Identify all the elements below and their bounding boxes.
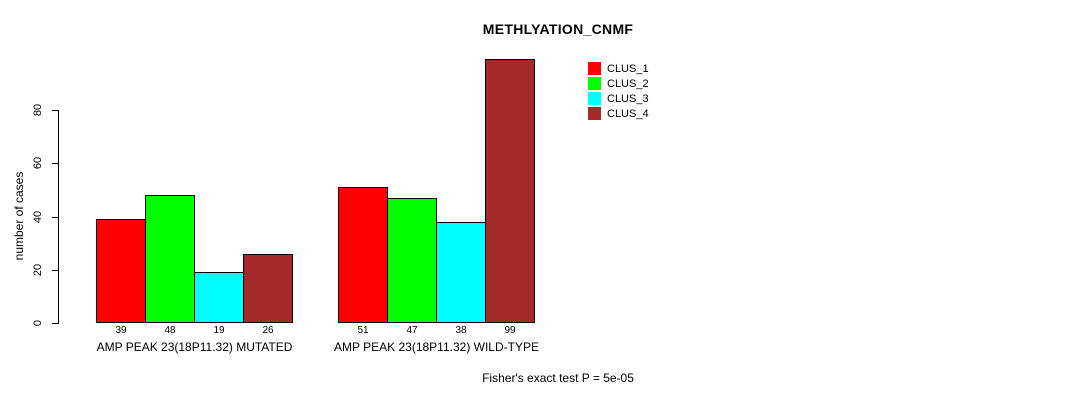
bar-value-label: 48 bbox=[164, 325, 176, 336]
legend: CLUS_1 CLUS_2 CLUS_3 CLUS_4 bbox=[588, 61, 649, 121]
y-tick bbox=[52, 323, 58, 324]
legend-swatch-clus_4 bbox=[588, 107, 601, 120]
bar-value-label: 19 bbox=[213, 325, 225, 336]
legend-item-clus_1: CLUS_1 bbox=[588, 61, 649, 76]
group-label: AMP PEAK 23(18P11.32) MUTATED bbox=[96, 340, 293, 354]
bar-clus_2-group1 bbox=[145, 195, 195, 323]
y-tick bbox=[52, 270, 58, 271]
bar-value-label: 47 bbox=[406, 325, 418, 336]
legend-label: CLUS_4 bbox=[607, 107, 649, 120]
legend-item-clus_3: CLUS_3 bbox=[588, 91, 649, 106]
legend-item-clus_2: CLUS_2 bbox=[588, 76, 649, 91]
y-axis-title: number of cases bbox=[12, 171, 26, 261]
y-tick-label: 80 bbox=[32, 103, 44, 117]
legend-label: CLUS_3 bbox=[607, 92, 649, 105]
legend-swatch-clus_3 bbox=[588, 92, 601, 105]
legend-item-clus_4: CLUS_4 bbox=[588, 106, 649, 121]
y-tick-label: 20 bbox=[32, 263, 44, 277]
y-tick bbox=[52, 217, 58, 218]
bar-value-label: 26 bbox=[262, 325, 274, 336]
legend-swatch-clus_1 bbox=[588, 62, 601, 75]
bar-value-label: 38 bbox=[455, 325, 467, 336]
legend-label: CLUS_1 bbox=[607, 62, 649, 75]
bar-clus_2-group2 bbox=[387, 198, 437, 323]
fisher-exact-test-annotation: Fisher's exact test P = 5e-05 bbox=[482, 371, 634, 385]
bar-value-label: 99 bbox=[504, 325, 516, 336]
bar-clus_1-group1 bbox=[96, 219, 146, 323]
bar-clus_4-group2 bbox=[485, 59, 535, 323]
bar-value-label: 39 bbox=[115, 325, 127, 336]
group-label: AMP PEAK 23(18P11.32) WILD-TYPE bbox=[334, 340, 539, 354]
y-tick-label: 60 bbox=[32, 156, 44, 170]
legend-swatch-clus_2 bbox=[588, 77, 601, 90]
bar-clus_3-group2 bbox=[436, 222, 486, 323]
y-axis-line bbox=[58, 110, 59, 324]
y-tick-label: 0 bbox=[32, 319, 44, 327]
y-tick bbox=[52, 110, 58, 111]
bar-clus_4-group1 bbox=[243, 254, 293, 323]
y-tick bbox=[52, 163, 58, 164]
y-tick-label: 40 bbox=[32, 210, 44, 224]
chart-title: METHLYATION_CNMF bbox=[482, 21, 634, 37]
legend-label: CLUS_2 bbox=[607, 77, 649, 90]
bar-clus_1-group2 bbox=[338, 187, 388, 323]
bar-value-label: 51 bbox=[357, 325, 369, 336]
bar-clus_3-group1 bbox=[194, 272, 244, 323]
